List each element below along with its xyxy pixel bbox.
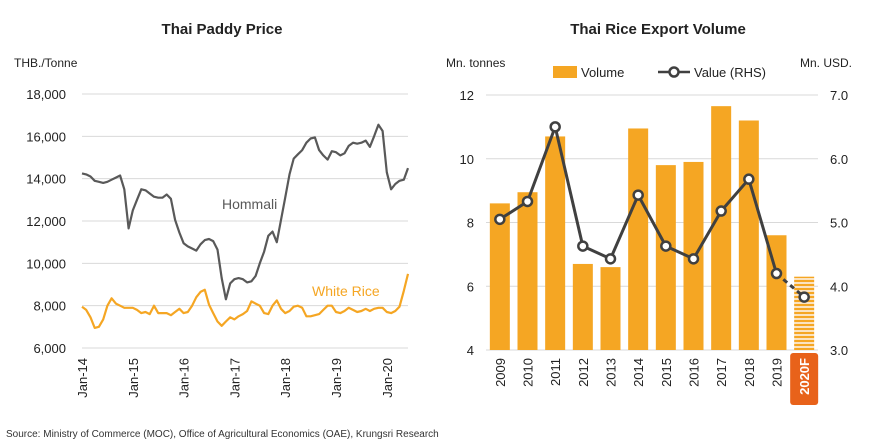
volume-bar — [600, 267, 621, 350]
export-y2-tick-label: 5.0 — [830, 216, 848, 231]
value-marker — [494, 213, 506, 226]
white-rice-series-label: White Rice — [312, 283, 380, 299]
paddy-x-tick-label: Jan-16 — [177, 358, 192, 398]
white-rice-line — [81, 273, 410, 329]
source-note: Source: Ministry of Commerce (MOC), Offi… — [6, 429, 439, 440]
export-y-axis-unit: Mn. tonnes — [446, 56, 505, 70]
export-y-tick-labels: 4 6 8 10 12 — [460, 88, 474, 358]
paddy-y-tick-label: 10,000 — [26, 256, 66, 271]
volume-bar — [655, 165, 676, 350]
volume-bar — [711, 106, 732, 350]
export-chart-title: Thai Rice Export Volume — [570, 21, 746, 38]
export-x-tick-label: 2012 — [576, 358, 591, 387]
export-y-tick-label: 8 — [467, 216, 474, 231]
value-marker — [798, 291, 810, 303]
value-marker — [715, 205, 727, 217]
hommali-series-label: Hommali — [222, 196, 277, 212]
paddy-y-tick-label: 16,000 — [26, 129, 66, 144]
paddy-chart-title: Thai Paddy Price — [162, 21, 283, 38]
paddy-x-tick-label: Jan-15 — [126, 358, 141, 398]
paddy-x-tick-label: Jan-17 — [227, 358, 242, 398]
export-x-tick-label: 2017 — [714, 358, 729, 387]
value-markers — [494, 121, 810, 303]
value-marker — [687, 253, 700, 265]
export-y2-tick-label: 6.0 — [830, 152, 848, 167]
export-x-tick-label: 2016 — [687, 358, 702, 387]
volume-bar — [766, 235, 787, 350]
export-y-tick-label: 4 — [467, 343, 474, 358]
value-marker — [549, 121, 561, 133]
export-y2-tick-label: 4.0 — [830, 279, 848, 294]
export-y2-axis-unit: Mn. USD. — [800, 56, 852, 70]
legend-value-marker — [668, 66, 680, 78]
export-x-tick-label: 2019 — [770, 358, 785, 387]
export-x-tick-label: 2014 — [631, 358, 646, 387]
volume-bars — [489, 106, 815, 350]
value-marker — [660, 240, 672, 252]
export-x-tick-label: 2018 — [742, 358, 757, 387]
value-marker — [577, 240, 589, 252]
export-legend: Volume Value (RHS) — [553, 65, 766, 80]
paddy-x-tick-label: Jan-19 — [329, 358, 344, 398]
value-marker — [521, 195, 534, 208]
legend-volume-swatch — [553, 66, 577, 78]
export-x-tick-labels: 2009 2010 2011 2012 2013 2014 2015 2016 2017 2018… — [493, 358, 812, 395]
volume-bar — [545, 136, 566, 350]
volume-bar — [628, 128, 649, 350]
paddy-y-tick-label: 18,000 — [26, 87, 66, 102]
legend-volume-label: Volume — [581, 65, 624, 80]
value-marker — [743, 173, 755, 185]
export-volume-chart: Thai Rice Export Volume Mn. tonnes Mn. U… — [446, 21, 852, 405]
export-y2-tick-label: 3.0 — [830, 343, 848, 358]
paddy-y-tick-labels: 6,000 8,000 10,000 12,000 14,000 16,000 18,000 — [26, 87, 66, 356]
value-line-forecast — [775, 272, 806, 299]
volume-bar — [489, 203, 510, 350]
paddy-y-tick-label: 12,000 — [26, 214, 66, 229]
paddy-y-tick-label: 8,000 — [33, 299, 66, 314]
paddy-x-tick-label: Jan-14 — [75, 358, 90, 398]
export-y-tick-label: 10 — [460, 152, 474, 167]
legend-value-label: Value (RHS) — [694, 65, 766, 80]
export-x-tick-label: 2015 — [659, 358, 674, 387]
paddy-x-tick-label: Jan-18 — [278, 358, 293, 398]
export-x-tick-label: 2013 — [604, 358, 619, 387]
paddy-price-chart: Thai Paddy Price THB./Tonne 6,000 8,000 10… — [14, 21, 410, 398]
paddy-y-tick-label: 14,000 — [26, 172, 66, 187]
paddy-gridlines — [82, 93, 408, 349]
paddy-y-tick-label: 6,000 — [33, 341, 66, 356]
export-x-tick-label: 2009 — [493, 358, 508, 387]
export-x-tick-label: 2011 — [548, 358, 563, 386]
volume-bar — [738, 120, 759, 350]
export-x-tick-label: 2010 — [521, 358, 536, 387]
volume-bar — [572, 263, 593, 350]
forecast-highlight-box — [790, 353, 819, 405]
paddy-y-axis-unit: THB./Tonne — [14, 56, 78, 70]
paddy-x-tick-label: Jan-20 — [380, 358, 395, 398]
value-marker — [632, 189, 644, 201]
export-y2-tick-label: 7.0 — [830, 88, 848, 103]
value-marker — [604, 253, 617, 265]
paddy-x-tick-labels: Jan-14 Jan-15 Jan-16 Jan-17 Jan-18 Jan-19 Jan-… — [75, 358, 395, 398]
export-y2-tick-labels: 3.0 4.0 5.0 6.0 7.0 — [830, 88, 848, 358]
volume-bar-forecast — [794, 276, 815, 350]
volume-bar — [517, 192, 538, 350]
hommali-line — [81, 123, 410, 301]
export-y-tick-label: 12 — [460, 88, 474, 103]
export-y-tick-label: 6 — [467, 279, 474, 294]
value-marker — [770, 267, 783, 280]
export-x-tick-label-forecast: 2020F — [797, 358, 812, 395]
